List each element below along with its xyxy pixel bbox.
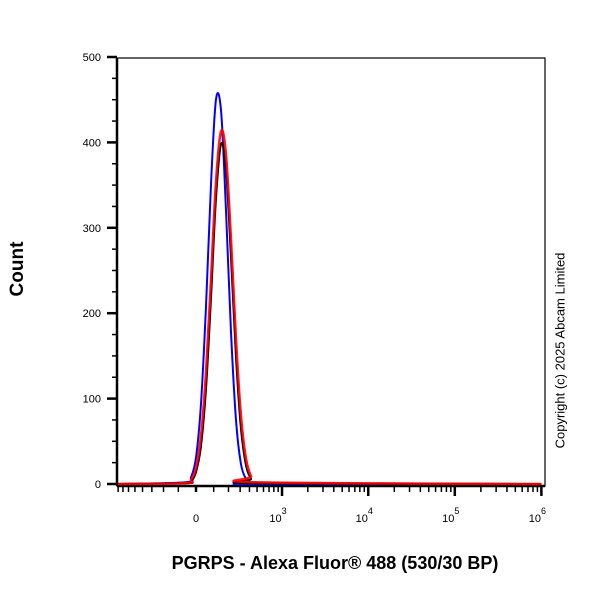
- y-tick-label: 300: [83, 223, 101, 235]
- plot-frame: [116, 57, 546, 487]
- x-tick-base: 10: [356, 513, 368, 525]
- x-tick-exponent: 4: [368, 506, 373, 516]
- y-tick-label: 400: [83, 137, 101, 149]
- y-tick-label: 0: [95, 479, 101, 491]
- x-tick-base: 10: [442, 513, 454, 525]
- x-tick-base: 0: [193, 513, 199, 525]
- histogram-series-0: [118, 92, 542, 486]
- x-tick-label: 105: [442, 506, 459, 525]
- x-tick-exponent: 6: [541, 506, 546, 516]
- y-tick-label: 500: [83, 52, 101, 64]
- y-axis-label: Count: [7, 241, 28, 297]
- y-tick-label: 200: [83, 308, 101, 320]
- histogram-series-1: [118, 141, 542, 485]
- x-tick-exponent: 3: [282, 506, 287, 516]
- x-tick-base: 10: [529, 513, 541, 525]
- x-tick-label: 104: [356, 506, 373, 525]
- x-tick-exponent: 5: [454, 506, 459, 516]
- copyright-watermark: Copyright (c) 2025 Abcam Limited: [552, 252, 568, 449]
- x-tick-base: 10: [269, 513, 281, 525]
- x-tick-label: 103: [269, 506, 286, 525]
- x-axis-label: PGRPS - Alexa Fluor® 488 (530/30 BP): [171, 553, 499, 573]
- y-tick-label: 100: [83, 394, 101, 406]
- x-tick-label: 0: [193, 513, 199, 525]
- x-tick-label: 106: [529, 506, 546, 525]
- histogram-series-2: [118, 128, 542, 486]
